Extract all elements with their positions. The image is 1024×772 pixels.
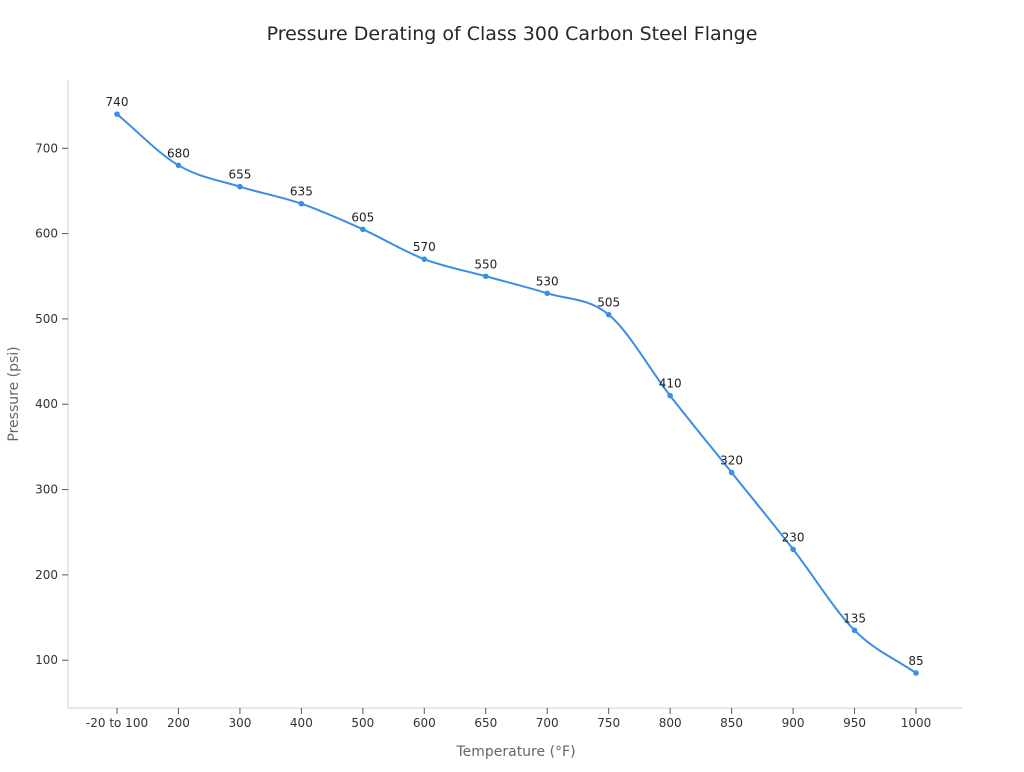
x-tick-label: -20 to 100: [86, 716, 148, 730]
x-tick-label: 1000: [901, 716, 932, 730]
y-tick-label: 500: [35, 312, 58, 326]
x-tick-label: 500: [351, 716, 374, 730]
x-tick-label: 800: [659, 716, 682, 730]
data-label: 530: [536, 274, 559, 288]
data-point: [421, 256, 428, 262]
data-point: [605, 311, 612, 318]
data-point: [298, 200, 305, 207]
x-tick-label: 300: [228, 716, 251, 730]
y-axis-label: Pressure (psi): [6, 346, 22, 441]
y-tick-label: 100: [35, 653, 58, 667]
data-point: [851, 627, 858, 634]
data-point: [237, 183, 243, 190]
data-point: [360, 226, 366, 233]
y-tick-label: 600: [35, 227, 58, 241]
data-label: 655: [228, 168, 251, 182]
x-tick-label: 950: [843, 716, 866, 730]
y-tick-label: 200: [35, 568, 58, 582]
x-tick-label: 400: [290, 716, 313, 730]
data-point: [175, 162, 182, 169]
x-tick-label: 900: [782, 716, 805, 730]
chart-title: Pressure Derating of Class 300 Carbon St…: [267, 23, 758, 45]
data-point: [114, 111, 120, 117]
data-label: 605: [351, 210, 374, 224]
x-tick-label: 600: [413, 716, 436, 730]
data-label: 320: [720, 454, 743, 468]
x-tick-label: 200: [167, 716, 190, 730]
data-label: 505: [597, 296, 620, 310]
data-label: 135: [843, 611, 866, 625]
data-label: 740: [106, 95, 129, 109]
x-tick-label: 850: [720, 716, 743, 730]
data-label: 550: [474, 257, 497, 271]
y-tick-label: 300: [35, 483, 58, 497]
y-tick-label: 400: [35, 397, 58, 411]
x-tick-label: 750: [597, 716, 620, 730]
data-point: [482, 273, 489, 280]
data-label: 635: [290, 185, 313, 199]
data-point: [544, 290, 551, 297]
data-point: [790, 546, 796, 553]
data-label: 230: [782, 530, 805, 544]
data-label: 570: [413, 240, 436, 254]
x-tick-label: 650: [474, 716, 497, 730]
data-label: 85: [908, 654, 923, 668]
data-point: [913, 670, 919, 676]
data-point: [728, 469, 735, 476]
x-axis-label: Temperature (°F): [455, 744, 575, 760]
y-tick-label: 700: [35, 141, 58, 155]
x-tick-label: 700: [536, 716, 559, 730]
data-label: 680: [167, 146, 190, 160]
data-point: [667, 392, 673, 399]
series-line: [116, 113, 917, 674]
data-label: 410: [659, 377, 682, 391]
